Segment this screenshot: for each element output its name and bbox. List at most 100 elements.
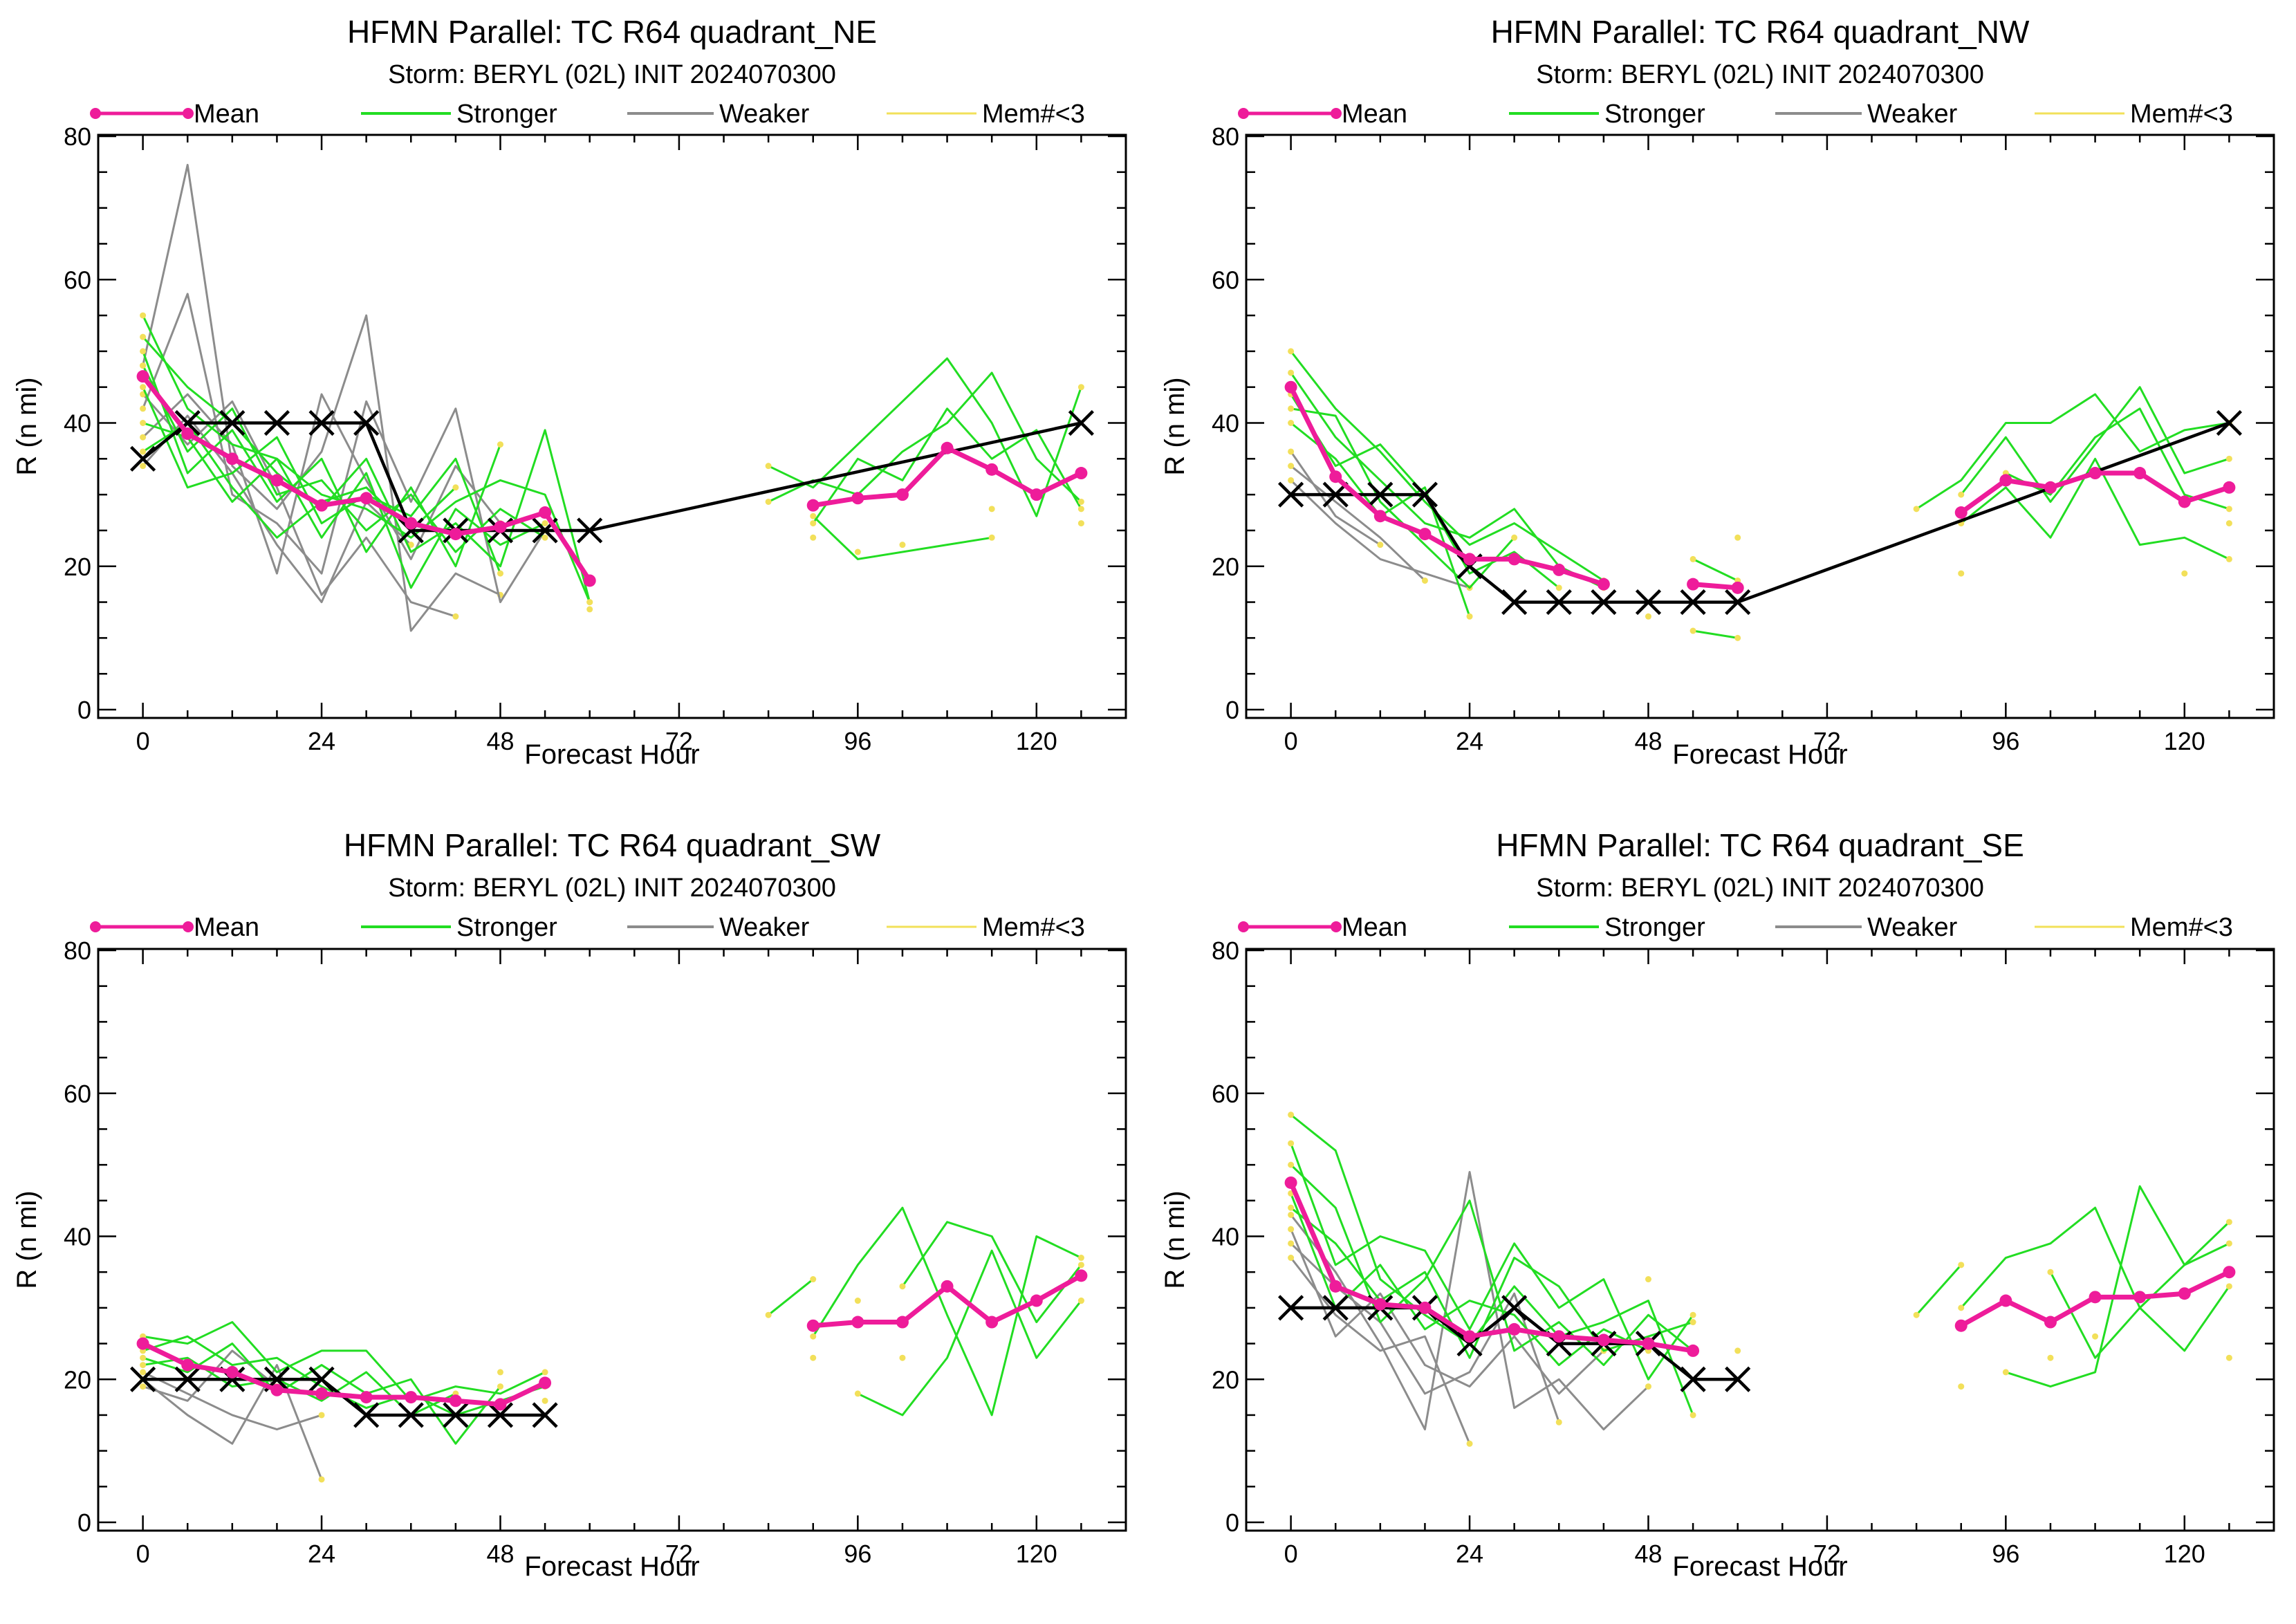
member-point — [140, 333, 147, 340]
x-axis-label: Forecast Hour — [1672, 1551, 1847, 1582]
weaker-member-line — [1290, 1257, 1471, 1444]
member-point — [1689, 555, 1696, 562]
member-point — [140, 1369, 147, 1376]
stronger-member-line — [1916, 1264, 1962, 1316]
member-point — [452, 613, 459, 620]
member-point — [810, 1276, 817, 1283]
mean-point — [2089, 467, 2102, 480]
weaker-member-line — [142, 1364, 323, 1480]
mean-point — [1284, 380, 1297, 394]
mem-lt3-point — [1077, 520, 1084, 527]
x-tick-label: 96 — [844, 1540, 871, 1568]
member-point — [1288, 1204, 1295, 1211]
stronger-member-line — [2049, 1271, 2230, 1359]
weaker-member-line — [1290, 1228, 1604, 1395]
member-point — [1689, 1412, 1696, 1419]
legend-label-mem-lt3: Mem#<3 — [982, 913, 1085, 942]
member-point — [1288, 1161, 1295, 1168]
member-point — [1689, 1319, 1696, 1326]
best-track-series — [1278, 409, 2242, 616]
mean-point — [1687, 1344, 1700, 1357]
member-point — [1077, 1255, 1084, 1262]
stronger-member-line — [1290, 350, 1604, 582]
x-axis-label: Forecast Hour — [524, 739, 699, 770]
mean-point — [1508, 1322, 1521, 1336]
legend-label-mean: Mean — [194, 913, 259, 942]
member-point — [1466, 1440, 1473, 1447]
mem-lt3-point — [854, 1298, 861, 1304]
stronger-member-line — [1290, 1114, 1694, 1416]
stronger-member-line — [1692, 558, 1739, 582]
member-point — [497, 441, 503, 448]
mean-point — [1418, 528, 1432, 541]
member-point — [140, 434, 147, 441]
member-point — [765, 463, 772, 470]
member-point — [318, 1476, 325, 1483]
y-tick-label: 60 — [1212, 266, 1239, 294]
best-track-line — [1290, 1305, 1738, 1381]
stronger-member-line — [768, 1278, 814, 1316]
mean-point — [2178, 1287, 2191, 1300]
member-point — [1958, 1304, 1965, 1311]
mem-lt3-point — [2047, 1354, 2054, 1361]
member-point — [1421, 577, 1428, 584]
mean-series — [1284, 1176, 2236, 1357]
best-track-marker — [1546, 589, 1572, 616]
legend-label-stronger: Stronger — [456, 100, 557, 129]
legend-label-stronger: Stronger — [456, 913, 557, 942]
chart-legend: Mean Stronger Weaker Mem#<3 — [1238, 913, 2233, 942]
stronger-member-line — [812, 407, 1082, 524]
best-track-marker — [174, 1366, 201, 1392]
member-point — [899, 1283, 906, 1290]
member-point — [1077, 384, 1084, 391]
mean-line — [1288, 386, 1604, 587]
legend-label-weaker: Weaker — [1867, 100, 1958, 129]
best-track-marker — [1680, 589, 1706, 616]
member-point — [1645, 1383, 1651, 1390]
y-axis-label: R (n mi) — [1160, 1190, 1190, 1289]
mean-point — [2044, 1316, 2057, 1329]
stronger-member-line — [142, 315, 591, 603]
mean-point — [896, 488, 909, 501]
stronger-member-line — [812, 1206, 1082, 1417]
mean-point — [1954, 1319, 1968, 1332]
chart-legend: Mean Stronger Weaker Mem#<3 — [90, 100, 1085, 129]
axis-ticks: 0 24 48 72 96 120 0 20 40 60 80 — [1212, 122, 2274, 755]
mem-lt3-point — [2092, 1333, 2099, 1340]
best-track-marker — [1068, 409, 1094, 436]
mem-lt3-point — [854, 548, 861, 555]
y-axis-label: R (n mi) — [12, 1190, 42, 1289]
best-track-series — [1278, 1295, 1751, 1392]
mean-point — [1373, 1298, 1387, 1311]
mean-point — [2223, 1266, 2236, 1279]
mean-point — [1687, 578, 1700, 591]
y-tick-label: 60 — [64, 266, 91, 294]
member-point — [1288, 1111, 1295, 1118]
x-tick-label: 72 — [1813, 727, 1841, 755]
member-point — [1689, 627, 1696, 634]
member-point — [1077, 506, 1084, 513]
legend-label-stronger: Stronger — [1604, 913, 1705, 942]
member-point — [140, 362, 147, 369]
chart-panel-4: HFMN Parallel: TC R64 quadrant_SE Storm: … — [1160, 827, 2275, 1582]
member-point — [140, 312, 147, 319]
member-point — [1288, 420, 1295, 426]
mean-point — [1075, 1269, 1088, 1282]
chart-legend: Mean Stronger Weaker Mem#<3 — [1238, 100, 2233, 129]
member-point — [1466, 613, 1473, 620]
mean-point — [360, 492, 373, 505]
best-track-marker — [1635, 589, 1662, 616]
mean-point — [449, 1394, 462, 1408]
x-tick-label: 24 — [1456, 727, 1483, 755]
stronger-member-line — [142, 351, 501, 568]
y-tick-label: 20 — [64, 1365, 91, 1394]
y-tick-label: 0 — [1225, 1508, 1239, 1537]
legend-marker-mean — [183, 108, 194, 119]
member-point — [2225, 1240, 2232, 1247]
member-point — [1288, 463, 1295, 470]
member-point — [1288, 448, 1295, 455]
mean-point — [539, 1376, 552, 1390]
best-track-line — [1290, 421, 2230, 604]
member-point — [810, 1333, 817, 1340]
